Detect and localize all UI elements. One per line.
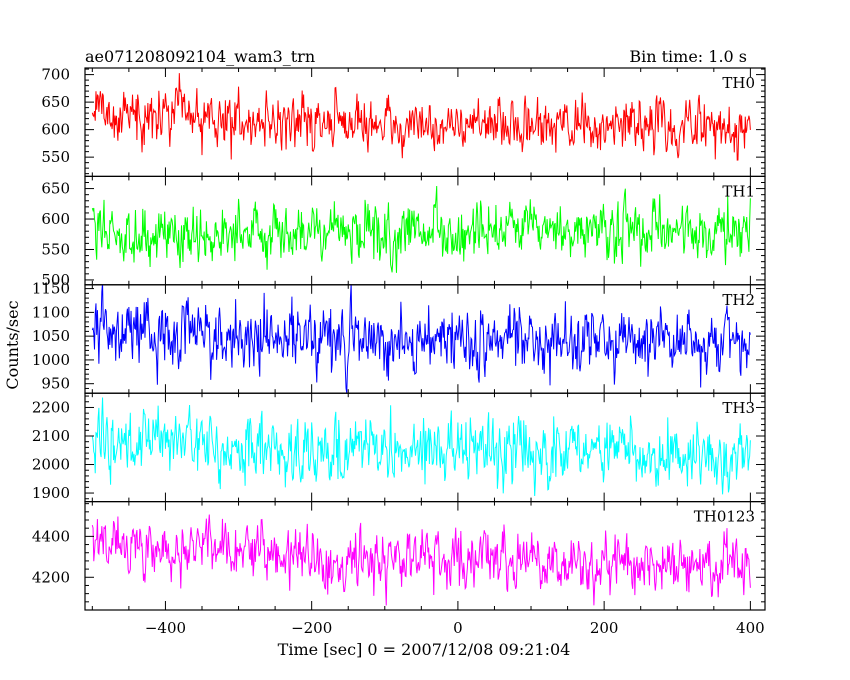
y-tick-label: 700: [41, 66, 70, 84]
y-tick-label: 2000: [32, 456, 70, 474]
x-tick-labels: −400 −200 0 200 400: [145, 619, 765, 637]
panel-th2: 950 1000 1050 1100 1150 TH2: [32, 280, 766, 394]
y-tick-label: 500: [41, 271, 70, 289]
panel-name-label: TH2: [722, 291, 755, 309]
y-tick-label: 2100: [32, 427, 70, 445]
panel-th0: 550 600 650 700 TH0: [41, 66, 766, 178]
y-axis-label: Counts/sec: [3, 300, 22, 389]
y-tick-label: 2200: [32, 398, 70, 416]
x-tick-label: −200: [291, 619, 332, 637]
y-tick-label: 1000: [32, 351, 70, 369]
series-th1-line: [91, 186, 751, 273]
y-tick-label: 1100: [32, 303, 70, 321]
x-axis-label: Time [sec] 0 = 2007/12/08 09:21:04: [278, 640, 571, 659]
series-th2-line: [91, 284, 751, 394]
y-tick-label: 600: [41, 121, 70, 139]
x-tick-label: −400: [145, 619, 186, 637]
y-tick-label: 1050: [32, 327, 70, 345]
panels: 550 600 650 700 TH0 500 550 600 650 TH1 950 1000 105…: [32, 66, 766, 611]
y-tick-label: 550: [41, 148, 70, 166]
y-tick-label: 4400: [32, 527, 70, 545]
y-tick-label: 1900: [32, 484, 70, 502]
panel-name-label: TH0: [722, 74, 755, 92]
series-th3-line: [91, 397, 751, 496]
panel-name-label: TH3: [722, 399, 755, 417]
panel-th3: 1900 2000 2100 2200 TH3: [32, 392, 766, 503]
y-tick-label: 650: [41, 180, 70, 198]
x-tick-label: 400: [736, 619, 765, 637]
panel-th0123: 4200 4400 TH0123: [32, 501, 766, 611]
panel-name-label: TH1: [722, 182, 755, 200]
panel-frame: [84, 67, 766, 178]
x-tick-label: 0: [453, 619, 463, 637]
y-tick-label: 550: [41, 240, 70, 258]
y-tick-label: 950: [41, 375, 70, 393]
series-th0-line: [91, 73, 751, 161]
y-tick-label: 1150: [32, 280, 70, 298]
plot-title: ae071208092104_wam3_trn: [85, 47, 315, 66]
y-tick-label: 650: [41, 93, 70, 111]
panel-frame: [84, 501, 766, 611]
x-tick-label: 200: [590, 619, 619, 637]
y-tick-label: 600: [41, 210, 70, 228]
series-th0123-line: [91, 514, 751, 606]
panel-th1: 500 550 600 650 TH1: [41, 175, 766, 289]
panel-name-label: TH0123: [694, 508, 755, 526]
y-tick-label: 4200: [32, 568, 70, 586]
bin-time-label: Bin time: 1.0 s: [629, 47, 747, 66]
